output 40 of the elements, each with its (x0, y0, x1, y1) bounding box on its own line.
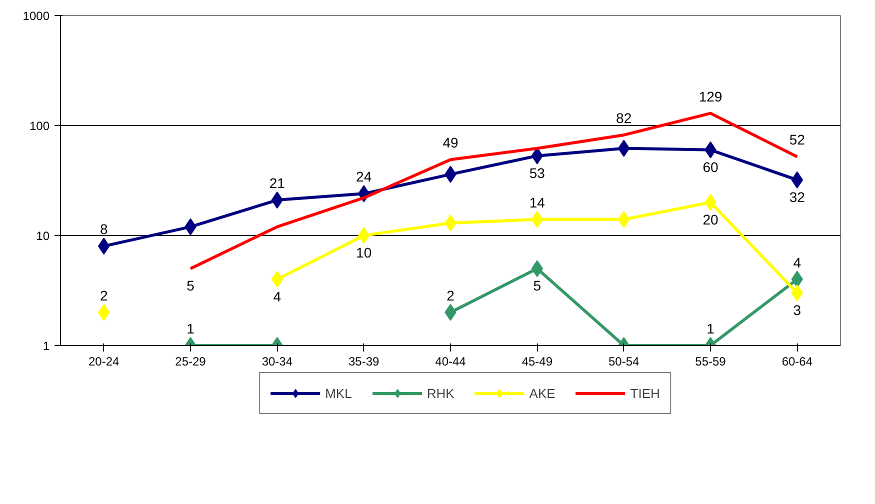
data-label: 1 (186, 320, 195, 336)
data-label: 4 (273, 288, 282, 304)
data-label: 60 (702, 158, 718, 175)
legend-label: RHK (426, 386, 454, 400)
x-tick-label: 50-54 (608, 354, 640, 368)
legend-label: MKL (325, 386, 352, 400)
data-label: 2 (100, 287, 108, 304)
data-label: 5 (186, 278, 195, 294)
data-label: 5 (533, 278, 542, 294)
point (358, 227, 370, 244)
y-tick-label: 10 (36, 229, 50, 243)
x-tick-label: 40-44 (435, 354, 466, 368)
data-label: 52 (789, 132, 806, 148)
data-label: 20 (702, 211, 718, 228)
data-label: 82 (616, 110, 632, 126)
x-tick-label: 30-34 (262, 354, 293, 368)
data-label: 129 (698, 88, 722, 104)
data-label: 49 (442, 134, 458, 151)
x-tick-label: 20-24 (88, 354, 120, 368)
x-tick-label: 60-64 (782, 354, 813, 368)
legend-label: AKE (529, 386, 556, 400)
x-tick-label: 25-29 (175, 354, 206, 368)
y-tick-label: 1000 (22, 9, 50, 23)
data-label: 1 (706, 320, 715, 336)
data-label: 32 (789, 188, 806, 205)
x-tick-label: 45-49 (522, 354, 553, 368)
data-label: 53 (529, 164, 546, 181)
legend-label: TIEH (630, 386, 660, 400)
data-label: 24 (356, 168, 372, 185)
y-tick-label: 100 (29, 119, 50, 133)
x-tick-label: 55-59 (695, 354, 726, 368)
data-label: 3 (793, 302, 802, 318)
data-label: 4 (793, 254, 802, 270)
data-label: 2 (446, 287, 455, 304)
data-label: 21 (269, 175, 286, 192)
x-tick-label: 35-39 (348, 354, 380, 368)
data-label: 8 (100, 221, 108, 238)
data-label: 10 (356, 244, 372, 260)
data-label: 14 (529, 194, 546, 210)
y-tick-label: 1 (42, 339, 50, 353)
